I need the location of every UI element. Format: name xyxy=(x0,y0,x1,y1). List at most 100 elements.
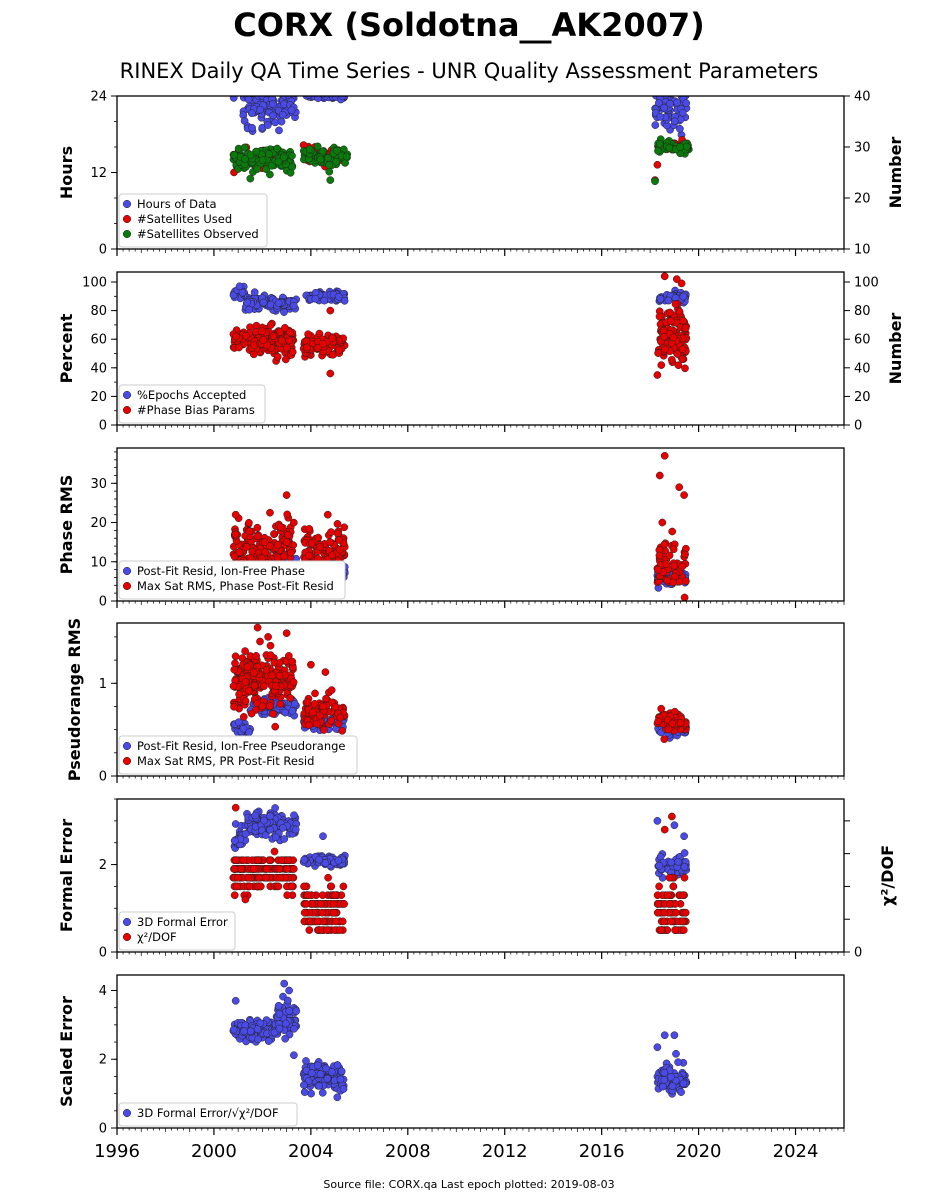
data-point xyxy=(340,523,349,532)
outlier-point xyxy=(680,491,688,499)
data-point xyxy=(229,1025,238,1034)
data-point xyxy=(662,560,671,568)
outlier-point xyxy=(672,275,681,283)
data-point xyxy=(656,112,665,121)
x-tick-label: 2024 xyxy=(773,1141,819,1162)
data-point xyxy=(307,1089,315,1098)
data-point xyxy=(302,900,311,908)
data-point xyxy=(319,702,327,711)
data-point xyxy=(300,855,309,864)
data-point xyxy=(284,856,292,865)
panel-3: 0 10 20 30 Phase RMS Post-Fit Resid, Ion-Free… xyxy=(57,447,845,610)
data-point xyxy=(318,891,327,900)
data-point xyxy=(262,873,270,882)
data-point xyxy=(275,865,284,873)
outlier-point xyxy=(231,510,240,519)
data-point xyxy=(324,873,332,882)
data-point xyxy=(253,532,262,541)
data-point xyxy=(243,298,251,307)
y-tick-label: 30 xyxy=(90,477,107,492)
data-point xyxy=(274,541,282,549)
data-point xyxy=(657,704,666,713)
data-point xyxy=(281,355,290,364)
data-point xyxy=(263,121,272,129)
data-point xyxy=(333,1061,342,1069)
data-point xyxy=(667,917,675,926)
data-point xyxy=(660,735,669,744)
y-axis-label: Percent xyxy=(57,313,76,383)
data-point xyxy=(266,321,275,329)
outlier-point xyxy=(285,986,293,995)
data-point xyxy=(229,682,238,691)
data-point xyxy=(291,825,300,834)
data-point xyxy=(679,926,688,934)
data-point xyxy=(230,865,239,873)
data-point xyxy=(303,343,311,352)
outlier-point xyxy=(660,1031,669,1040)
data-point xyxy=(669,882,678,891)
data-point xyxy=(242,543,251,551)
data-point xyxy=(275,671,284,680)
data-point xyxy=(283,891,292,900)
legend-entry: 3D Formal Error/√χ²/DOF xyxy=(137,1106,279,1120)
data-point xyxy=(269,710,277,718)
data-point xyxy=(284,652,293,660)
data-point xyxy=(675,307,684,316)
data-point xyxy=(314,533,323,542)
data-point xyxy=(269,332,278,340)
data-point xyxy=(304,96,313,99)
data-point xyxy=(315,711,324,720)
data-point xyxy=(274,882,283,891)
data-point xyxy=(275,126,283,135)
data-point xyxy=(305,145,314,154)
data-point xyxy=(318,1088,327,1097)
data-point xyxy=(256,882,265,891)
data-point xyxy=(307,1069,316,1077)
data-point xyxy=(253,165,262,173)
data-point xyxy=(322,1064,330,1073)
legend-marker xyxy=(122,405,132,415)
data-point xyxy=(664,725,673,734)
data-point xyxy=(255,873,263,882)
data-point xyxy=(269,100,277,108)
data-point xyxy=(678,345,687,354)
data-point xyxy=(311,294,320,303)
data-point xyxy=(268,671,277,680)
data-point xyxy=(339,1085,348,1093)
data-point xyxy=(303,698,312,706)
data-point xyxy=(275,1010,284,1018)
data-point xyxy=(668,719,677,728)
data-point xyxy=(681,364,689,373)
data-point xyxy=(666,317,675,325)
y-tick-label: 80 xyxy=(90,304,107,319)
legend-entry: #Satellites Observed xyxy=(137,227,259,241)
legend-entry: χ²/DOF xyxy=(137,930,177,944)
data-point xyxy=(660,332,668,341)
data-point xyxy=(336,713,345,722)
data-point xyxy=(262,865,271,873)
y-tick-label: 0 xyxy=(99,243,107,258)
legend-box xyxy=(118,911,236,951)
data-point xyxy=(271,118,280,127)
figure-subtitle: RINEX Daily QA Time Series - UNR Quality… xyxy=(120,59,819,83)
data-point xyxy=(668,1082,677,1091)
data-point xyxy=(305,926,314,934)
data-point xyxy=(290,811,298,820)
data-point xyxy=(328,551,336,560)
data-point xyxy=(660,103,669,112)
data-point xyxy=(673,98,682,107)
legend-marker xyxy=(122,229,132,239)
data-point xyxy=(238,288,247,297)
data-point xyxy=(261,831,270,839)
data-point xyxy=(329,900,338,908)
legend-box xyxy=(118,560,346,600)
data-point xyxy=(676,88,683,95)
data-point xyxy=(288,882,296,891)
right-tick-label: 60 xyxy=(854,333,871,348)
y-tick-label: 0 xyxy=(99,946,107,961)
y-axis-label: Phase RMS xyxy=(57,475,76,575)
y-tick-label: 12 xyxy=(90,166,107,181)
data-point xyxy=(674,1058,682,1067)
data-point xyxy=(654,717,663,726)
y-axis-label: Hours xyxy=(57,146,76,199)
